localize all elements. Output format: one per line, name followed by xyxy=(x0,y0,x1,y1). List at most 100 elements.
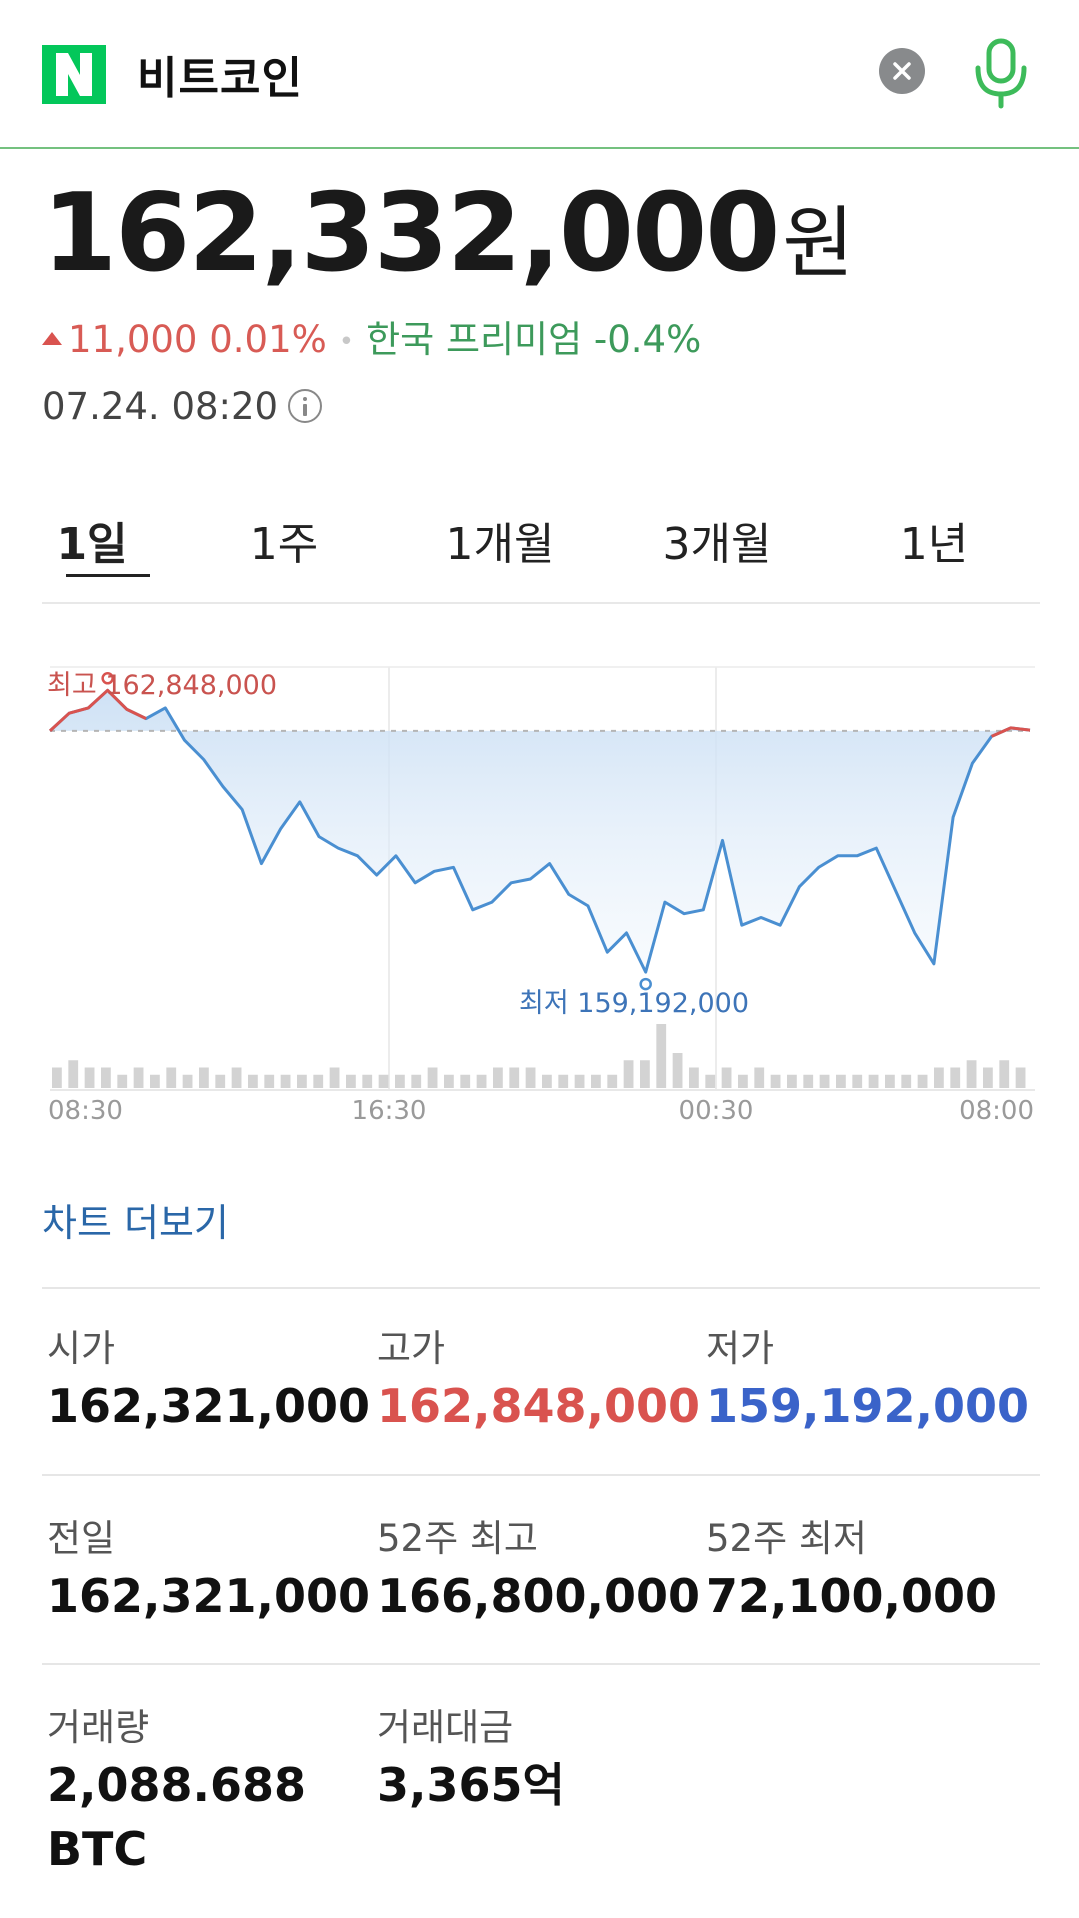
price-value: 162,332,000 xyxy=(42,171,780,296)
volume-bar xyxy=(852,1074,863,1088)
tab-label: 1일 xyxy=(56,519,128,570)
x-axis-ticks: 08:30 16:30 00:30 08:00 xyxy=(48,1096,1034,1126)
volume-bar xyxy=(117,1074,128,1088)
volume-bar xyxy=(721,1067,732,1088)
volume-bar xyxy=(346,1074,356,1088)
stat-label-prev-close: 전일 xyxy=(47,1517,116,1560)
volume-bar xyxy=(182,1074,193,1088)
info-icon[interactable] xyxy=(288,388,323,423)
divider xyxy=(42,1287,1040,1289)
volume-bar xyxy=(264,1074,275,1088)
volume-bar xyxy=(411,1074,422,1088)
tab-1-month[interactable]: 1개월 xyxy=(420,515,580,575)
volume-bar xyxy=(493,1067,503,1088)
stat-label-trade-value: 거래대금 xyxy=(377,1706,514,1749)
active-tab-indicator xyxy=(66,574,150,577)
volume-bar xyxy=(215,1074,226,1088)
price-unit: 원 xyxy=(782,199,855,289)
stat-label-open: 시가 xyxy=(47,1327,116,1370)
microphone-icon[interactable] xyxy=(970,36,1032,112)
price-timestamp: 07.24. 08:20 xyxy=(42,385,279,428)
volume-bar xyxy=(999,1060,1010,1088)
timestamp-row: 07.24. 08:20 xyxy=(42,385,323,429)
stat-value-volume: 2,088.688 xyxy=(47,1758,306,1812)
volume-bar xyxy=(476,1074,487,1088)
tab-label: 3개월 xyxy=(662,519,772,570)
volume-bar xyxy=(460,1074,471,1088)
volume-bar xyxy=(705,1074,716,1088)
volume-bar xyxy=(166,1067,177,1088)
chart-low-label: 최저 159,192,000 xyxy=(519,988,749,1019)
search-query[interactable]: 비트코인 xyxy=(137,53,303,104)
volume-bar xyxy=(983,1067,993,1088)
clear-search-button[interactable] xyxy=(879,48,925,94)
volume-bar xyxy=(787,1074,797,1088)
change-spacer xyxy=(197,318,209,361)
stat-value-high: 162,848,000 xyxy=(377,1379,701,1433)
price-line-above-prev xyxy=(48,688,1031,738)
volume-bar xyxy=(525,1067,536,1088)
x-tick-label: 08:00 xyxy=(959,1096,1034,1126)
stat-value-volume-unit: BTC xyxy=(47,1822,148,1876)
volume-bar xyxy=(574,1074,585,1088)
x-tick-label: 16:30 xyxy=(352,1096,427,1126)
volume-bar xyxy=(966,1060,977,1088)
volume-bar xyxy=(885,1074,895,1088)
volume-bar xyxy=(901,1074,912,1088)
search-header: 비트코인 xyxy=(0,0,1079,149)
volume-bar xyxy=(444,1074,454,1088)
change-amount: 11,000 xyxy=(68,318,198,361)
tab-1-day[interactable]: 1일 xyxy=(12,515,172,577)
tab-3-month[interactable]: 3개월 xyxy=(637,515,797,575)
stat-label-high: 고가 xyxy=(377,1327,446,1370)
price-chart[interactable]: 최고 162,848,000 최저 159,192,000 08:30 16:30… xyxy=(0,640,1079,1140)
volume-bar xyxy=(509,1067,520,1088)
stat-label-volume: 거래량 xyxy=(47,1706,150,1749)
volume-bar xyxy=(297,1074,307,1088)
stat-value-52w-low: 72,100,000 xyxy=(706,1569,998,1623)
chart-high-label: 최고 162,848,000 xyxy=(47,670,277,701)
more-chart-link[interactable]: 차트 더보기 xyxy=(42,1201,229,1245)
divider xyxy=(42,1663,1040,1665)
stat-label-low: 저가 xyxy=(706,1327,775,1370)
volume-bar xyxy=(803,1074,814,1088)
tab-label: 1주 xyxy=(249,519,319,570)
stat-value-52w-high: 166,800,000 xyxy=(377,1569,701,1623)
x-tick-label: 08:30 xyxy=(48,1096,123,1126)
volume-bar xyxy=(591,1074,601,1088)
naver-logo-icon[interactable] xyxy=(42,45,106,104)
stat-value-open: 162,321,000 xyxy=(47,1379,371,1433)
volume-bar xyxy=(656,1024,667,1088)
tab-label: 1년 xyxy=(899,519,969,570)
volume-bar xyxy=(427,1067,438,1088)
volume-bar xyxy=(607,1074,618,1088)
volume-bar xyxy=(101,1067,111,1088)
period-tabs: 1일 1주 1개월 3개월 1년 xyxy=(42,505,1040,604)
up-triangle-icon xyxy=(42,332,62,345)
close-icon xyxy=(893,62,911,80)
volume-bar xyxy=(819,1074,830,1088)
volume-bar xyxy=(84,1067,95,1088)
volume-bar xyxy=(836,1074,846,1088)
korea-premium: 한국 프리미엄 -0.4% xyxy=(366,318,702,361)
volume-bar xyxy=(1015,1067,1026,1088)
separator-dot: • xyxy=(338,326,355,357)
volume-bar xyxy=(150,1074,160,1088)
low-marker xyxy=(639,977,652,991)
tab-1-year[interactable]: 1년 xyxy=(854,515,1014,575)
volume-bar xyxy=(52,1067,62,1088)
volume-bar xyxy=(313,1074,324,1088)
x-tick-label: 00:30 xyxy=(679,1096,754,1126)
price-line xyxy=(48,688,1031,974)
volume-bar xyxy=(672,1053,683,1088)
volume-bars xyxy=(52,1024,1026,1088)
divider xyxy=(42,1474,1040,1476)
tab-1-week[interactable]: 1주 xyxy=(204,515,364,575)
volume-bar xyxy=(623,1060,634,1088)
stat-value-low: 159,192,000 xyxy=(706,1379,1030,1433)
volume-bar xyxy=(754,1067,765,1088)
volume-bar xyxy=(68,1060,79,1088)
volume-bar xyxy=(395,1074,405,1088)
volume-bar xyxy=(231,1067,242,1088)
volume-bar xyxy=(133,1067,144,1088)
